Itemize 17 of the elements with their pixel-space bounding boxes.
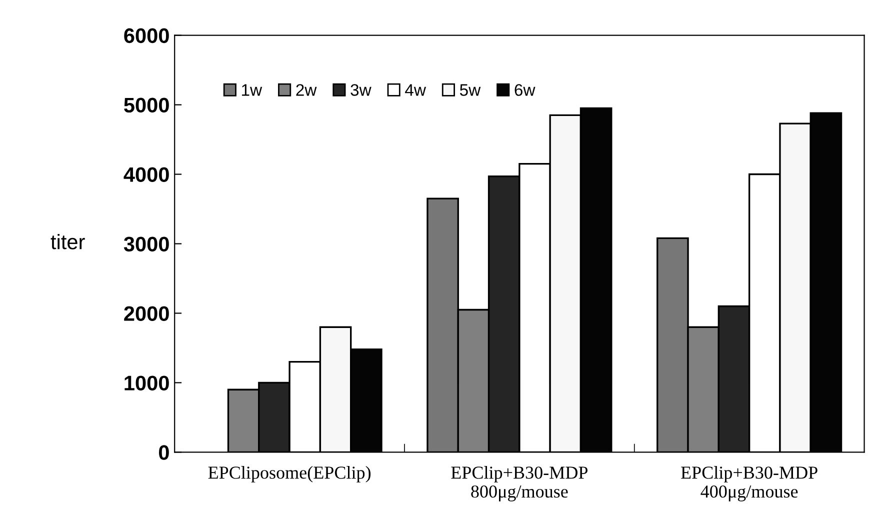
y-tick-label: 3000 xyxy=(124,236,169,252)
legend-label: 2w xyxy=(296,84,317,96)
y-tick-label: 6000 xyxy=(124,28,169,44)
x-tick-label: EPClip+B30-MDP 800μg/mouse xyxy=(451,466,588,502)
y-axis-title: titer xyxy=(50,234,85,250)
legend-label: 3w xyxy=(350,84,372,96)
legend-label: 1w xyxy=(242,84,262,96)
y-tick-label: 0 xyxy=(158,445,169,460)
y-tick-label: 1000 xyxy=(124,376,169,390)
y-tick-label: 4000 xyxy=(124,167,169,182)
x-tick-label: EPCliposome(EPClip) xyxy=(208,466,371,482)
legend-label: 5w xyxy=(460,84,481,96)
y-tick-label: 2000 xyxy=(124,306,169,321)
legend-label: 4w xyxy=(405,84,426,96)
legend-label: 6w xyxy=(514,84,536,96)
y-tick-label: 5000 xyxy=(124,98,169,113)
x-tick-label: EPClip+B30-MDP 400μg/mouse xyxy=(681,466,818,502)
